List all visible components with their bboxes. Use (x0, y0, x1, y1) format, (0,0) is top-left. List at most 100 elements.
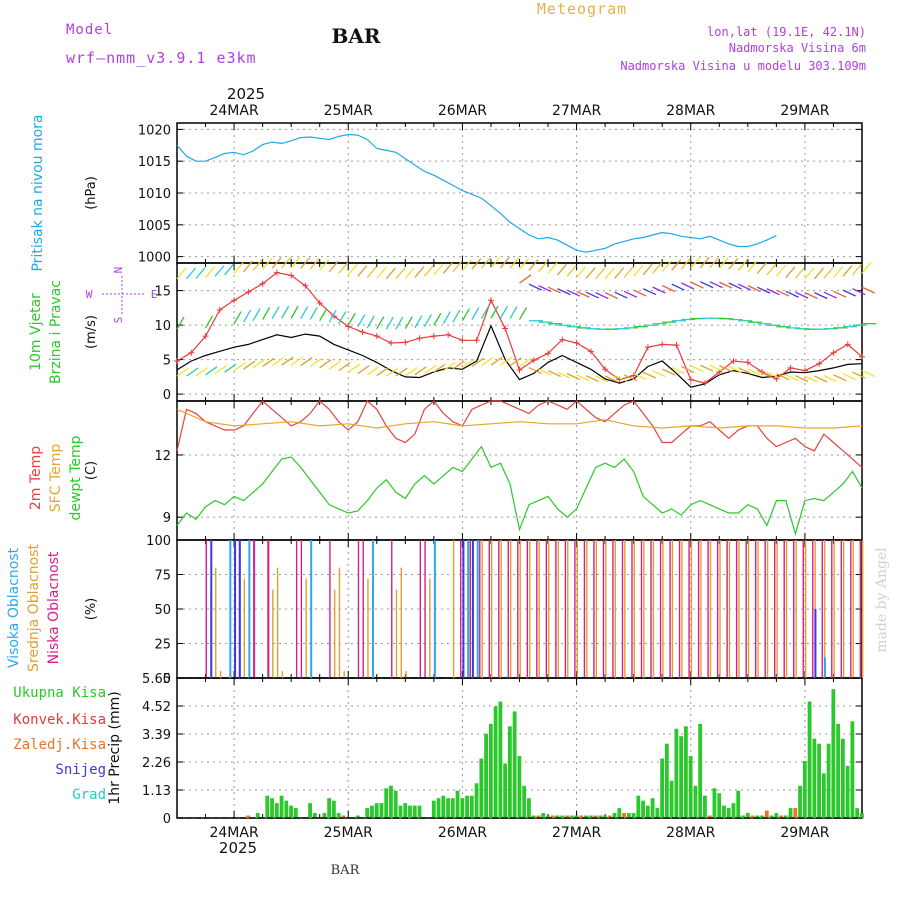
wind-barb (300, 257, 311, 269)
gust-marker (516, 366, 523, 373)
precip-bar (555, 815, 560, 818)
precip-bar (312, 813, 317, 818)
wind-barb (357, 365, 370, 375)
wind-barb (785, 374, 799, 382)
cloud-bar (215, 567, 217, 678)
wind-barb (633, 289, 647, 297)
altitude-label: Nadmorska Visina 6m (729, 41, 866, 55)
wind-barb (623, 290, 638, 298)
cloud-bar (479, 540, 481, 678)
wind-barb (699, 256, 710, 269)
precip-bar (645, 805, 650, 818)
precip-bar (588, 815, 593, 818)
x-tick-label-top: 25MAR (324, 103, 373, 119)
precip-bar (850, 721, 855, 818)
precip-bar (650, 798, 655, 818)
precip-bar (579, 815, 584, 818)
wind-barb (690, 257, 701, 269)
precip-bar (465, 795, 469, 818)
precip-bar (736, 790, 741, 818)
wind-barb (395, 367, 408, 377)
precip-bar (607, 815, 612, 818)
cloud-bar (498, 540, 500, 678)
wind-barb (680, 258, 691, 270)
precip-bar (845, 765, 850, 818)
precip-bar (817, 743, 821, 818)
cloud-bar (362, 540, 364, 678)
x-tick-label-bottom: 24MAR (209, 825, 258, 841)
wind-barb (576, 266, 587, 278)
y-unit-label: (C) (84, 461, 99, 480)
precip-bar (826, 743, 831, 818)
wind-barb (490, 356, 503, 366)
cloud-bar (452, 540, 455, 678)
x-tick-label-top: 29MAR (780, 103, 829, 119)
wind-barb (661, 284, 676, 293)
wind-barb (728, 282, 742, 290)
wind-barb (290, 305, 299, 319)
wind-barb (347, 263, 358, 276)
precip-bar (722, 805, 726, 818)
wind-barb (604, 292, 619, 300)
wind-barb (623, 374, 638, 382)
precip-bar (783, 815, 788, 818)
wind-barb (585, 267, 596, 279)
precip-bar (679, 736, 684, 818)
precip-bar (374, 803, 379, 818)
cloud-bar (719, 540, 721, 678)
wind-barb (452, 309, 461, 323)
wind-barb (623, 266, 634, 278)
precip-bar (498, 701, 503, 818)
cloud-bar (785, 540, 788, 678)
wind-barb (509, 357, 522, 367)
precip-bar (688, 756, 693, 818)
compass-north: N (112, 267, 125, 274)
cloud-bar (690, 540, 693, 678)
y-tick-label: 25 (154, 638, 171, 653)
precip-bar (289, 805, 293, 818)
precip-bar (279, 795, 284, 818)
wind-barb (300, 357, 313, 367)
wind-barb (290, 256, 301, 269)
precip-bar (384, 788, 389, 818)
cloud-bar (333, 589, 336, 678)
wind-barb (347, 312, 356, 326)
wind-barb (262, 357, 275, 367)
cloud-bar (305, 578, 307, 678)
wind-barb (604, 375, 619, 383)
precip-bar (860, 813, 864, 818)
wind-barb (452, 360, 465, 370)
cloud-bar (678, 540, 681, 678)
location-label: lon,lat (19.1E, 42.1N) (707, 25, 866, 39)
precip-legend-item: Konvek.Kisa (13, 712, 106, 728)
precip-bar (574, 815, 579, 818)
cloud-bar (833, 540, 835, 678)
wind-barb (433, 312, 442, 326)
wind-barb (186, 267, 197, 280)
year-bottom: 2025 (219, 839, 257, 857)
compass-west: W (86, 288, 93, 301)
cloud-bar (243, 578, 245, 678)
precip-bar (698, 723, 703, 818)
year-top: 2025 (227, 85, 265, 103)
precip-bar (460, 798, 465, 818)
wind-barb (309, 258, 320, 270)
wind-barb (737, 259, 748, 271)
wind-barb (633, 373, 647, 381)
precip-bar (836, 723, 841, 818)
wind-barb (328, 260, 339, 273)
precip-bar (840, 738, 845, 818)
wind-barb (233, 311, 242, 325)
cloud-bar (700, 540, 702, 678)
wind-barb (518, 307, 528, 320)
precip-bar (655, 808, 660, 818)
precip-bar (741, 815, 745, 818)
wind-barb (671, 283, 685, 291)
wind-barb (852, 288, 866, 296)
gust-marker (188, 349, 195, 356)
precip-axis-title: 1hr Precip (mm) (107, 691, 123, 804)
precip-bar (255, 813, 260, 818)
wind-barb (528, 367, 542, 375)
precip-bar (327, 798, 332, 818)
cloud-bar (248, 540, 251, 678)
